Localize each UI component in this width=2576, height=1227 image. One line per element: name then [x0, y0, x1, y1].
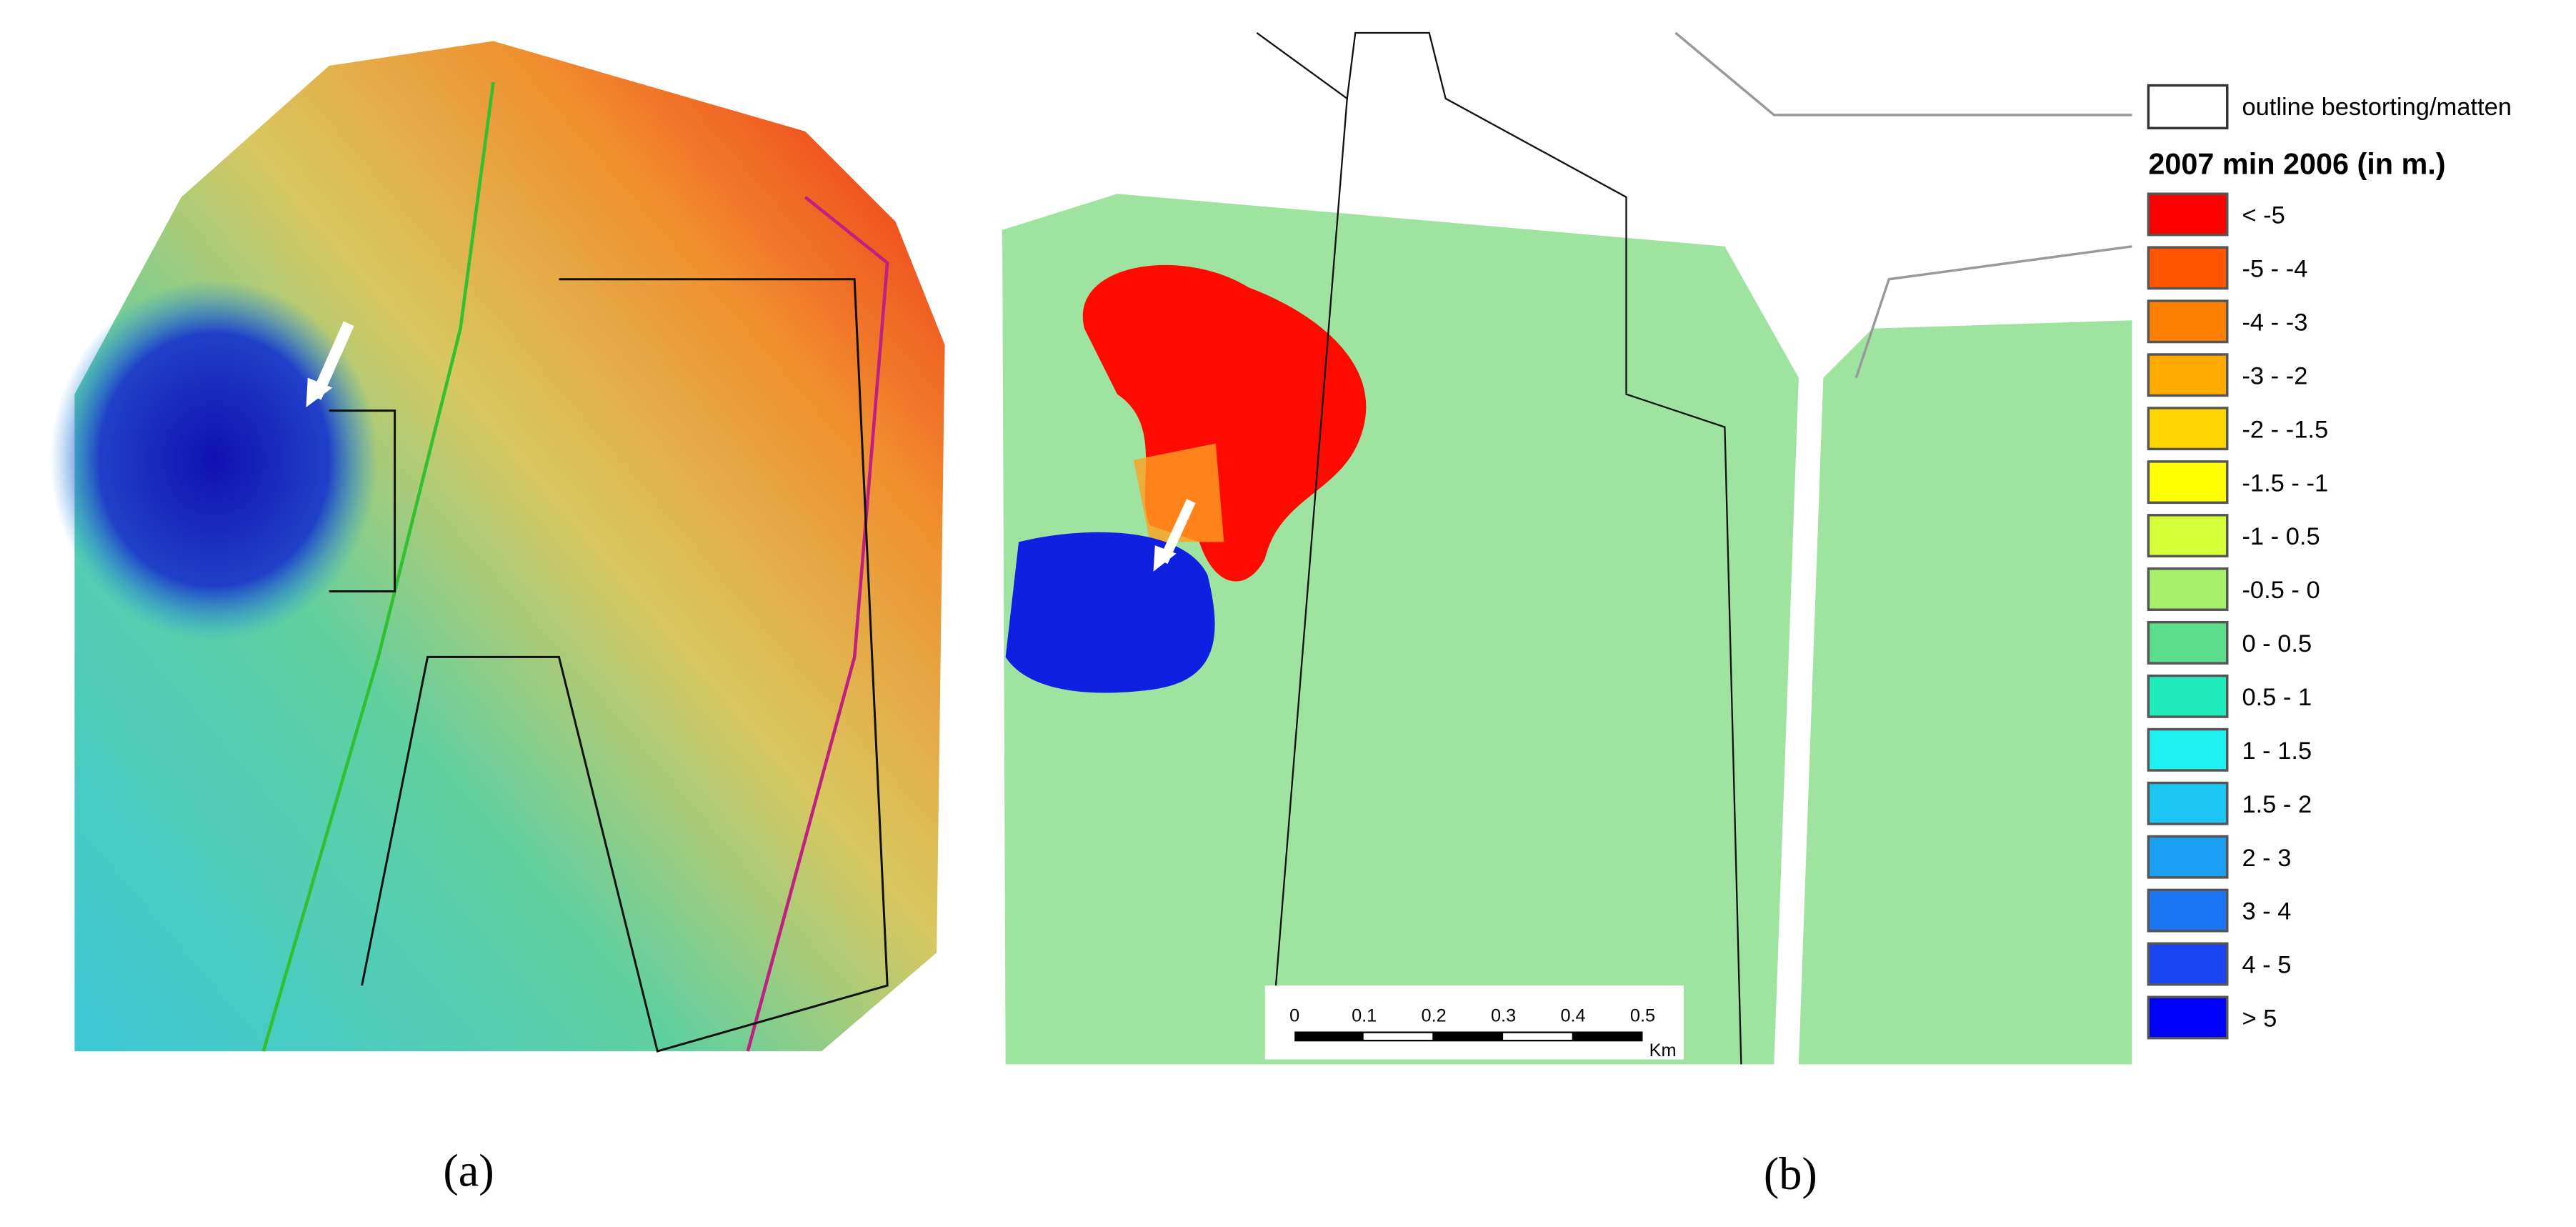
- panel-label: (a): [443, 1146, 494, 1196]
- legend-swatch: [2147, 674, 2229, 718]
- legend: outline bestorting/matten 2007 min 2006 …: [2147, 84, 2512, 1040]
- legend-label: -4 - -3: [2242, 309, 2307, 336]
- legend-label: -3 - -2: [2242, 362, 2307, 389]
- outline-swatch: [2147, 84, 2229, 130]
- legend-label: -5 - -4: [2242, 256, 2307, 283]
- legend-outline-label: outline bestorting/matten: [2242, 94, 2511, 121]
- legend-title: 2007 min 2006 (in m.): [2148, 148, 2445, 181]
- legend-swatch: [2147, 514, 2229, 558]
- legend-swatch: [2147, 353, 2229, 397]
- scale-unit: Km: [1649, 1040, 1677, 1060]
- legend-swatch: [2147, 995, 2229, 1040]
- legend-swatch: [2147, 727, 2229, 772]
- scale-tick-label: 0.5: [1630, 1006, 1655, 1026]
- legend-swatch: [2147, 942, 2229, 986]
- legend-label: 0.5 - 1: [2242, 684, 2312, 711]
- legend-label: 1.5 - 2: [2242, 791, 2312, 818]
- legend-swatch: [2147, 620, 2229, 665]
- legend-swatch: [2147, 888, 2229, 933]
- legend-swatch: [2147, 299, 2229, 344]
- legend-label: 3 - 4: [2242, 898, 2291, 925]
- legend-label: < -5: [2242, 202, 2285, 229]
- scale-tick-label: 0.1: [1352, 1006, 1377, 1026]
- scale-tick-label: 0.3: [1491, 1006, 1516, 1026]
- panel-label: (b): [1764, 1148, 1817, 1199]
- scale-tick-label: 0: [1289, 1006, 1299, 1026]
- legend-label: -1.5 - -1: [2242, 470, 2328, 497]
- legend-label: -1 - 0.5: [2242, 523, 2320, 550]
- scale-bar: 0 0.1 0.2 0.3 0.4 0.5 Km: [1289, 1006, 1676, 1060]
- legend-label: 1 - 1.5: [2242, 737, 2312, 765]
- legend-swatch: [2147, 192, 2229, 237]
- legend-swatch: [2147, 407, 2229, 451]
- legend-swatch: [2147, 246, 2229, 290]
- legend-swatch: [2147, 835, 2229, 879]
- legend-swatch: [2147, 781, 2229, 825]
- scale-tick-label: 0.4: [1560, 1006, 1585, 1026]
- legend-swatch: [2147, 567, 2229, 611]
- scale-tick-label: 0.2: [1422, 1006, 1447, 1026]
- legend-label: 0 - 0.5: [2242, 630, 2312, 657]
- legend-swatch: [2147, 460, 2229, 505]
- legend-label: 4 - 5: [2242, 952, 2291, 979]
- map-b: [1002, 31, 2132, 1065]
- legend-label: -0.5 - 0: [2242, 577, 2320, 604]
- legend-label: > 5: [2242, 1005, 2277, 1033]
- map-a: [49, 41, 945, 1053]
- legend-label: 2 - 3: [2242, 845, 2291, 872]
- legend-label: -2 - -1.5: [2242, 416, 2328, 443]
